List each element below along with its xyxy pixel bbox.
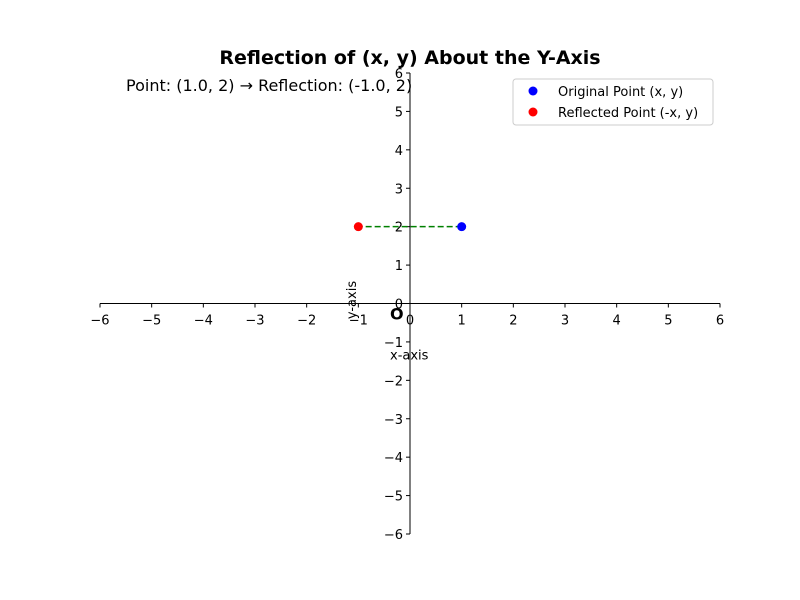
legend-original-marker (528, 86, 538, 96)
y-tick-label: −6 (384, 528, 403, 543)
y-tick-label: −4 (384, 451, 403, 466)
x-tick-label: −5 (142, 314, 161, 329)
x-tick-label: 1 (458, 314, 466, 329)
y-tick-label: 3 (395, 182, 403, 197)
y-axis-label: y-axis (345, 281, 360, 319)
x-tick-label: −2 (297, 314, 316, 329)
y-tick-label: 0 (395, 298, 403, 313)
legend-reflected-label: Reflected Point (-x, y) (558, 106, 698, 121)
original-point (457, 222, 467, 232)
y-tick-label: −1 (384, 336, 403, 351)
x-tick-label: −6 (90, 314, 109, 329)
x-tick-label: 4 (613, 314, 621, 329)
x-tick-label: −4 (194, 314, 213, 329)
legend-box (512, 78, 714, 126)
origin-label: O (390, 305, 404, 324)
y-tick-label: 5 (395, 105, 403, 120)
x-axis-label: x-axis (390, 349, 429, 364)
y-tick-label: 6 (395, 67, 403, 82)
x-tick-label: 5 (664, 314, 672, 329)
x-tick-label: 2 (509, 314, 517, 329)
x-tick-label: −3 (245, 314, 264, 329)
y-tick-label: 2 (395, 221, 403, 236)
point-annotation: Point: (1.0, 2) → Reflection: (-1.0, 2) (126, 76, 412, 95)
legend-original-label: Original Point (x, y) (558, 85, 683, 100)
data-marks (353, 222, 467, 232)
y-tick-label: −3 (384, 413, 403, 428)
x-tick-label: 6 (716, 314, 724, 329)
reflected-point (353, 222, 363, 232)
y-tick-label: 1 (395, 259, 403, 274)
y-tick-label: 4 (395, 144, 403, 159)
x-tick-label: −1 (349, 314, 368, 329)
y-tick-label: −5 (384, 490, 403, 505)
legend: Original Point (x, y) Reflected Point (-x… (512, 78, 714, 126)
legend-reflected-marker (528, 107, 538, 117)
y-tick-label: −2 (384, 374, 403, 389)
x-tick-label: 0 (406, 314, 414, 329)
x-tick-label: 3 (561, 314, 569, 329)
chart-title: Reflection of (x, y) About the Y-Axis (219, 47, 600, 69)
